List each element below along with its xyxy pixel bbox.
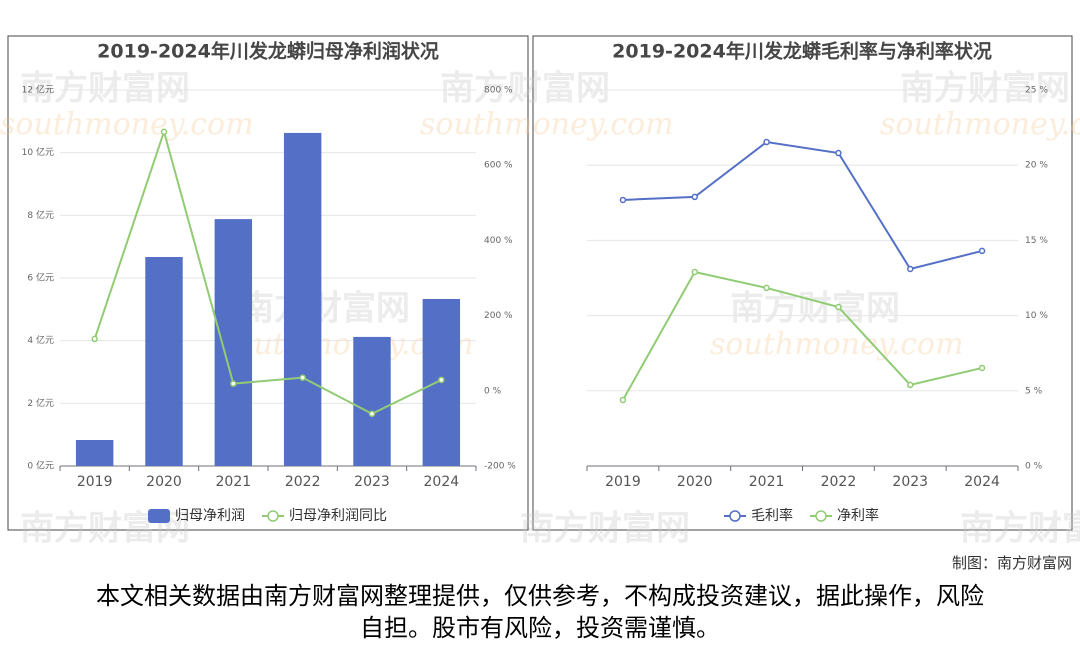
watermark: 南方财富网 [960,509,1080,546]
watermark: southmoney.com [0,107,254,142]
point [763,138,770,146]
y-tick-label: 5 % [1025,386,1043,396]
legend-label: 毛利率 [751,507,793,524]
credit: 制图：南方财富网 [951,554,1072,572]
point [835,303,842,311]
bar [353,336,391,466]
y-tick-label: 10 亿元 [22,146,54,158]
disclaimer: 本文相关数据由南方财富网整理提供，仅供参考，不构成投资建议，据此操作，风险自担。… [96,582,984,642]
point [299,374,306,381]
x-tick-label: 2019 [605,474,641,490]
chart-title: 2019-2024年川发龙蟒归母净利润状况 [97,40,439,63]
x-tick-label: 2020 [677,474,713,490]
y-tick-label: 2 亿元 [27,397,54,409]
legend-marker [267,510,279,522]
point [368,410,376,417]
point [438,376,445,384]
watermark: 南方财富网 [730,289,900,329]
watermark: 南方财富网 [440,69,610,109]
point [763,284,770,292]
point [978,247,986,255]
x-tick-label: 2020 [146,474,182,490]
y-tick-label: 15 % [1025,236,1048,246]
bar [214,219,253,466]
y-tick-label: 0 亿元 [27,460,54,472]
point [691,268,698,276]
y-tick-label: 6 亿元 [27,272,54,284]
y2-tick-label: -200 % [484,462,516,472]
watermark: 南方财富网 [20,69,190,109]
panel-border [532,35,1073,531]
point [978,364,986,372]
watermark: southmoney.com [420,107,674,142]
charts: 南方财富网southmoney.com南方财富网southmoney.com南方… [0,35,1080,546]
y2-tick-label: 600 % [484,161,513,171]
point [619,396,627,404]
x-tick-label: 2021 [216,474,252,490]
point [160,128,168,135]
line [622,270,983,401]
x-tick-label: 2022 [821,474,857,490]
legend-label: 净利率 [837,507,879,524]
point [907,381,914,389]
chart-title: 2019-2024年川发龙蟒毛利率与净利率状况 [612,40,992,63]
y-tick-label: 0 % [1025,462,1043,472]
watermark: 南方财富网 [900,69,1070,109]
bar [145,257,183,466]
point [91,335,98,343]
point [619,196,627,204]
legend-marker [815,510,827,522]
legend-label: 归母净利润 [175,507,245,524]
x-tick-label: 2024 [964,474,1000,490]
watermark: southmoney.com [880,107,1080,142]
y-tick-label: 4 亿元 [27,334,54,346]
point [835,149,842,157]
y2-tick-label: 0 % [484,386,502,396]
x-tick-label: 2021 [749,474,785,490]
x-tick-label: 2023 [354,474,390,490]
legend-marker [148,509,170,523]
legend-marker [729,510,741,522]
y-tick-label: 10 % [1025,311,1048,321]
watermark: southmoney.com [710,327,964,362]
point [907,265,914,273]
y2-tick-label: 400 % [484,236,513,246]
watermark: 南方财富网 [240,289,410,329]
panel-border [7,35,529,531]
line [93,128,442,415]
y-tick-label: 20 % [1025,161,1048,171]
point [230,380,237,387]
legend-label: 归母净利润同比 [289,507,387,524]
y2-tick-label: 800 % [484,86,513,96]
bar [75,439,114,466]
x-tick-label: 2022 [285,474,321,490]
x-tick-label: 2023 [892,474,928,490]
y-tick-label: 12 亿元 [22,84,54,96]
point [691,193,698,201]
x-tick-label: 2019 [77,474,113,490]
y-tick-label: 8 亿元 [27,209,54,221]
line [622,140,983,271]
y2-tick-label: 200 % [484,311,513,321]
bar [283,132,322,466]
y-tick-label: 25 % [1025,86,1048,96]
watermark: 南方财富网 [520,509,690,546]
x-tick-label: 2024 [424,474,460,490]
